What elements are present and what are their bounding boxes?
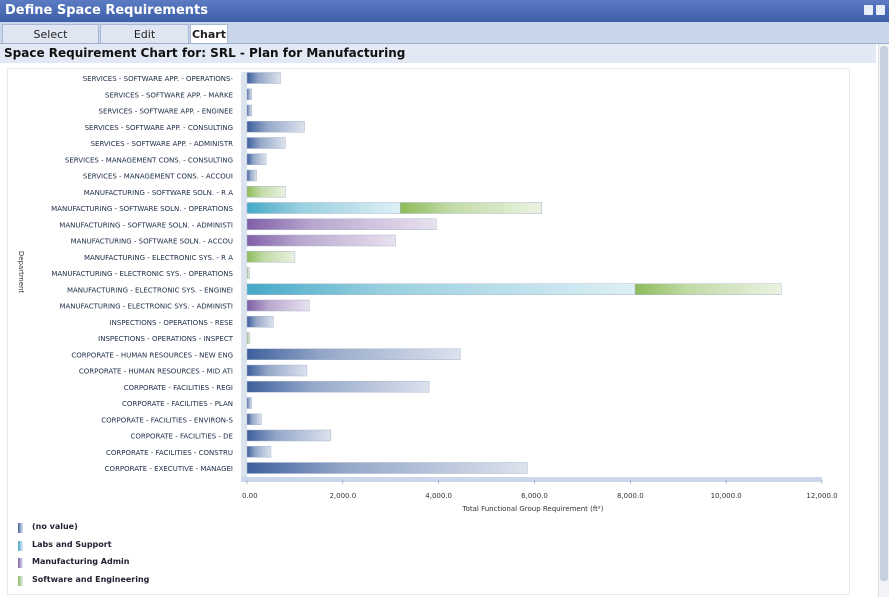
tab-chart[interactable]: Chart [190, 24, 228, 43]
page-title: Space Requirement Chart for: SRL - Plan … [0, 44, 876, 63]
legend-item: Labs and Support [18, 540, 218, 554]
tab-bar: Select Requirement Edit Requirement Char… [0, 22, 889, 60]
legend-item: Manufacturing Admin [18, 557, 218, 571]
legend-label: Labs and Support [32, 539, 112, 549]
chart-panel [7, 68, 850, 595]
window-title: Define Space Requirements [5, 3, 208, 18]
legend-swatch [18, 523, 23, 533]
window-titlebar: Define Space Requirements [0, 0, 889, 22]
titlebar-icons [864, 5, 885, 15]
print-icon[interactable] [864, 5, 873, 15]
email-icon[interactable] [876, 5, 885, 15]
tab-select-requirement[interactable]: Select Requirement [2, 24, 99, 60]
legend-swatch [18, 540, 23, 551]
vertical-scrollbar[interactable] [878, 44, 889, 597]
scrollbar-thumb[interactable] [880, 46, 888, 581]
legend-label: Software and Engineering [32, 574, 150, 584]
tab-edit-requirement[interactable]: Edit Requirement [100, 24, 189, 60]
legend-label: (no value) [32, 522, 78, 531]
legend-swatch [18, 575, 23, 586]
legend-item: Software and Engineering [18, 575, 218, 589]
legend-label: Manufacturing Admin [32, 557, 130, 566]
legend-swatch [18, 558, 23, 568]
legend-item: (no value) [18, 522, 218, 536]
